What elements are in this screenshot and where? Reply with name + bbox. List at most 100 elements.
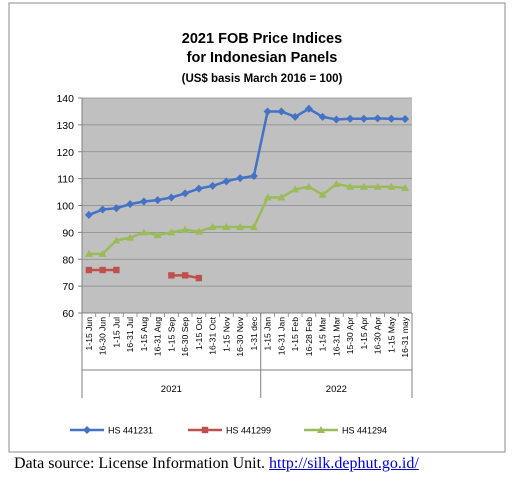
data-point bbox=[359, 182, 368, 190]
data-point bbox=[373, 182, 382, 190]
data-point bbox=[181, 189, 190, 198]
data-point bbox=[84, 210, 93, 219]
y-tick-label-100: 100 bbox=[56, 201, 74, 213]
data-point bbox=[401, 114, 410, 123]
data-point bbox=[113, 266, 120, 274]
series-0 bbox=[84, 104, 410, 219]
data-point bbox=[318, 190, 327, 198]
data-point bbox=[139, 228, 148, 236]
source-text: Data source: License Information Unit. bbox=[14, 455, 270, 472]
data-point bbox=[277, 193, 286, 201]
data-point bbox=[387, 182, 396, 190]
data-point bbox=[332, 180, 341, 187]
data-point bbox=[153, 231, 162, 239]
x-tick-label: 16-31 Aug bbox=[153, 317, 163, 356]
data-point bbox=[291, 112, 300, 121]
group-label-2021: 2021 bbox=[161, 384, 182, 395]
chart-title-line-2: for Indonesian Panels bbox=[187, 50, 338, 66]
data-point bbox=[112, 204, 121, 213]
y-tick-label-130: 130 bbox=[56, 120, 74, 132]
x-tick-label: 16-30 Jun bbox=[98, 317, 108, 355]
legend-label-2: HS 441294 bbox=[342, 426, 387, 436]
y-axis: 60 70 80 90 100 110 120 130 140 bbox=[56, 93, 83, 320]
y-tick-label-120: 120 bbox=[56, 147, 74, 159]
x-tick-label: 16-31 Jan bbox=[276, 317, 286, 355]
x-tick-label: 16-28 Feb bbox=[304, 317, 314, 356]
legend: HS 441231 HS 441299 HS 441294 bbox=[70, 426, 387, 436]
x-tick-label: 15-30 Apr bbox=[345, 317, 355, 354]
x-tick-label: 1-15 May bbox=[386, 316, 396, 353]
data-point bbox=[194, 184, 203, 193]
x-tick-label: 1-15 Sep bbox=[166, 317, 176, 352]
x-tick-label: 16-31 Jul bbox=[125, 317, 135, 352]
data-point bbox=[99, 266, 106, 274]
data-point bbox=[359, 114, 368, 123]
data-point bbox=[85, 266, 93, 274]
x-tick-label: 16-30 Nov bbox=[235, 316, 245, 356]
x-axis: 1-15 Jun 16-30 Jun 1-15 Jul 16-31 Jul 1-15 A… bbox=[81, 312, 413, 398]
data-point bbox=[318, 112, 327, 121]
data-point bbox=[346, 182, 355, 190]
data-point bbox=[153, 196, 162, 205]
data-point bbox=[304, 104, 313, 113]
data-point bbox=[208, 181, 217, 190]
data-point bbox=[373, 114, 382, 123]
data-point bbox=[304, 182, 313, 190]
y-tick-label-110: 110 bbox=[57, 174, 74, 186]
data-point bbox=[84, 249, 93, 257]
data-point bbox=[167, 228, 176, 236]
data-point bbox=[112, 236, 121, 244]
x-tick-label: 1-15 Jul bbox=[111, 317, 121, 348]
data-source-note: Data source: License Information Unit. h… bbox=[14, 455, 509, 473]
data-point bbox=[346, 114, 355, 123]
data-point bbox=[222, 223, 231, 230]
y-tick-label-70: 70 bbox=[62, 281, 74, 293]
series-layer bbox=[84, 104, 410, 282]
data-point bbox=[98, 249, 107, 257]
data-point bbox=[167, 193, 176, 202]
data-point bbox=[277, 107, 286, 116]
legend-marker-1 bbox=[201, 426, 209, 434]
x-tick-label: 16-31 Mar bbox=[331, 317, 341, 356]
chart-title-line-1: 2021 FOB Price Indices bbox=[182, 31, 342, 47]
data-point bbox=[291, 185, 300, 193]
x-tick-label: 16-30 Sep bbox=[180, 317, 190, 357]
data-point bbox=[222, 177, 231, 186]
legend-marker-0 bbox=[83, 426, 91, 434]
legend-label-1: HS 441299 bbox=[226, 426, 271, 436]
y-tick-label-90: 90 bbox=[62, 227, 74, 239]
data-point bbox=[98, 205, 107, 214]
legend-label-0: HS 441231 bbox=[108, 426, 153, 436]
data-point bbox=[139, 197, 148, 206]
series-2 bbox=[84, 180, 410, 257]
data-point bbox=[332, 115, 341, 124]
data-point bbox=[181, 225, 190, 233]
x-tick-label: 1-15 Nov bbox=[221, 316, 231, 352]
data-point bbox=[263, 193, 272, 201]
data-point bbox=[263, 107, 272, 116]
x-tick-label: 1-15 Oct bbox=[194, 316, 204, 350]
data-point bbox=[181, 272, 189, 279]
data-point bbox=[168, 272, 175, 279]
source-link[interactable]: http://silk.dephut.go.id/ bbox=[269, 455, 419, 472]
x-tick-label: 1-15 Apr bbox=[359, 317, 369, 350]
x-tick-label: 1-15 Jan bbox=[263, 317, 273, 351]
data-point bbox=[208, 223, 217, 230]
series-1 bbox=[85, 266, 203, 282]
data-point bbox=[195, 274, 203, 282]
x-tick-label: 1-15 Jun bbox=[84, 317, 94, 351]
group-label-2022: 2022 bbox=[326, 384, 347, 395]
data-point bbox=[236, 223, 245, 230]
data-point bbox=[126, 233, 135, 241]
gridlines bbox=[82, 97, 412, 314]
x-tick-label: 16-30 Apr bbox=[373, 317, 383, 354]
data-point bbox=[126, 200, 135, 209]
x-tick-label: 1-31 dec bbox=[249, 316, 259, 350]
data-point bbox=[194, 227, 203, 235]
chart-title-line-3: (US$ basis March 2016 = 100) bbox=[182, 73, 343, 85]
y-tick-label-80: 80 bbox=[62, 254, 74, 266]
data-point bbox=[401, 184, 410, 192]
y-tick-label-140: 140 bbox=[56, 93, 74, 105]
x-tick-label: 16-31 Oct bbox=[208, 316, 218, 354]
